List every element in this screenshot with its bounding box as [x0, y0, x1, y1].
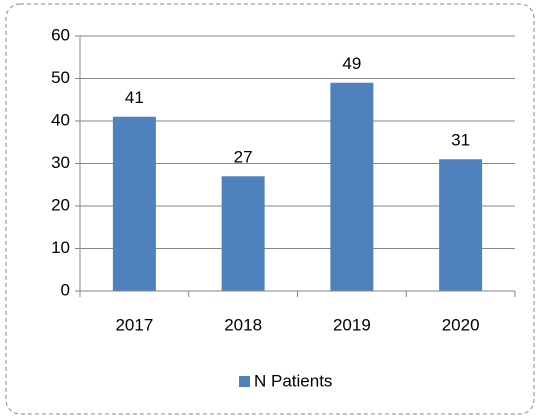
bar [221, 176, 265, 291]
x-tick-label: 2020 [442, 315, 480, 334]
bar [112, 116, 156, 291]
data-label: 49 [342, 54, 361, 73]
y-tick-label: 30 [51, 153, 70, 172]
y-tick-label: 50 [51, 68, 70, 87]
y-tick-label: 20 [51, 195, 70, 214]
data-label: 31 [451, 131, 470, 150]
y-tick-label: 40 [51, 110, 70, 129]
y-tick-label: 60 [51, 25, 70, 44]
bar [439, 159, 483, 291]
data-label: 27 [234, 148, 253, 167]
chart-frame [5, 3, 535, 415]
y-tick-label: 10 [51, 238, 70, 257]
y-tick-label: 0 [61, 280, 70, 299]
data-label: 41 [125, 88, 144, 107]
x-tick-label: 2017 [115, 315, 153, 334]
x-tick-label: 2019 [333, 315, 371, 334]
x-tick-label: 2018 [224, 315, 262, 334]
legend-swatch [239, 376, 250, 387]
legend-label: N Patients [254, 371, 332, 390]
bar [330, 82, 374, 291]
